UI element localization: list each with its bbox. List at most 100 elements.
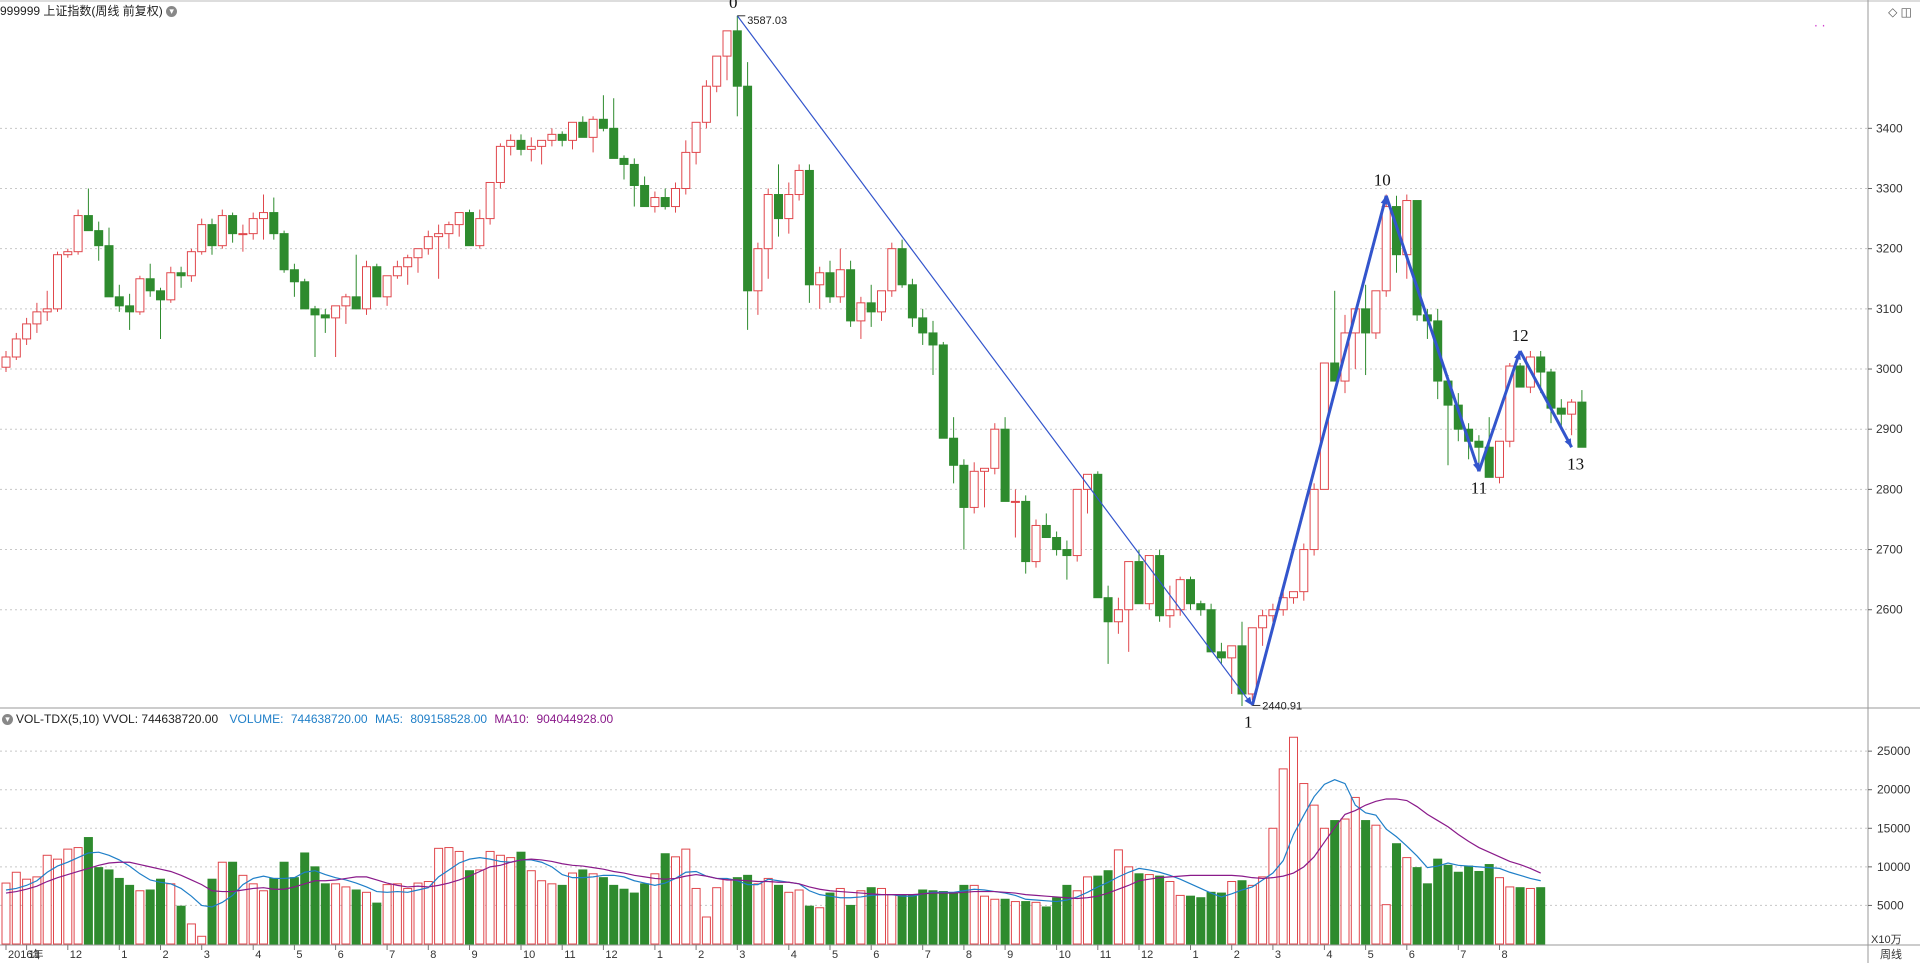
candle-body — [650, 197, 660, 208]
volume-bar — [310, 866, 320, 945]
candle-body — [176, 272, 186, 277]
candle-body — [835, 269, 845, 298]
candle-body — [846, 269, 856, 322]
candle — [949, 417, 959, 484]
candle-body — [248, 218, 258, 235]
candle — [877, 290, 886, 321]
volume-bar — [22, 878, 32, 945]
candle-body — [794, 169, 804, 196]
candle — [866, 284, 876, 327]
candle — [1, 350, 11, 373]
candle-body — [1093, 473, 1103, 599]
candles — [1, 15, 1587, 706]
volume-bar — [835, 887, 845, 945]
volume-bar — [506, 857, 516, 945]
candle-body — [526, 145, 536, 150]
candle — [568, 121, 577, 150]
candle — [331, 305, 341, 357]
candle-body — [207, 224, 217, 247]
candle — [691, 121, 701, 165]
volume-unit-label: X10万 — [1871, 934, 1902, 946]
candle-body — [1041, 524, 1051, 539]
y-tick-label: 2700 — [1876, 543, 1903, 557]
candle-body — [454, 212, 464, 226]
candle — [423, 230, 433, 255]
candle — [1289, 591, 1298, 604]
x-tick-label: 1 — [657, 949, 663, 961]
candle-body — [73, 215, 83, 253]
volume-bar — [1258, 876, 1268, 945]
chevron-down-icon[interactable]: ▾ — [166, 6, 178, 18]
candle-body — [959, 464, 969, 508]
vvol-value: 744638720.00 — [141, 712, 219, 726]
x-tick-label: 5 — [1368, 949, 1374, 961]
candle — [763, 188, 773, 279]
candle-body — [1031, 524, 1041, 563]
candle — [619, 155, 629, 180]
candle-body — [1144, 555, 1154, 605]
candle-body — [1258, 615, 1268, 629]
candle — [640, 176, 650, 208]
candle — [928, 320, 938, 376]
candle — [434, 224, 444, 279]
candle-body — [63, 251, 73, 256]
volume-title: ▾ VOL-TDX(5,10) VVOL: 744638720.00 VOLUME… — [2, 711, 613, 727]
candle — [1113, 597, 1123, 634]
volume-bar — [94, 867, 104, 945]
candle-body — [537, 139, 547, 147]
volume-bars — [1, 736, 1546, 945]
candle — [753, 242, 763, 315]
window-icon[interactable]: ◫ — [1900, 5, 1912, 19]
candle — [1021, 495, 1031, 574]
candle — [382, 275, 392, 306]
candle — [1258, 609, 1268, 646]
volume-bar — [207, 878, 217, 945]
candle — [238, 224, 248, 252]
candle-body — [887, 248, 897, 292]
volume-bar — [454, 850, 464, 945]
chevron-down-icon[interactable]: ▾ — [2, 714, 13, 726]
wave-arrowhead — [1564, 438, 1572, 448]
price-annotation: 2440.91 — [1262, 700, 1302, 712]
candle-body — [763, 194, 773, 250]
candle-body — [423, 236, 433, 250]
volume-bar — [1021, 901, 1031, 945]
x-tick-label: 11 — [29, 949, 40, 961]
candle — [1124, 561, 1134, 652]
volume-bar — [331, 883, 341, 945]
candle-body — [568, 121, 577, 141]
candle-body — [495, 145, 505, 183]
volume-bar — [712, 887, 722, 945]
volume-bar — [42, 854, 52, 945]
corner-icons: ◇ ◫ — [1888, 5, 1912, 19]
candle — [1371, 290, 1381, 339]
volume-bar — [1350, 796, 1360, 945]
candle-body — [877, 290, 886, 313]
wave-label: 12 — [1512, 326, 1529, 345]
volume-bar — [1083, 876, 1092, 945]
volume-bar — [1464, 865, 1474, 945]
volume-bar — [1, 882, 11, 945]
volume-bar — [320, 883, 330, 945]
candle-body — [320, 314, 330, 319]
candle — [804, 164, 814, 303]
candle — [63, 248, 73, 258]
candle-body — [1227, 645, 1237, 659]
volume-bar — [423, 881, 433, 945]
candle — [485, 181, 495, 225]
volume-bar — [1515, 887, 1525, 945]
candle — [609, 98, 619, 159]
candle — [1453, 393, 1463, 442]
volume-indicator-name: VOL-TDX(5,10) — [16, 712, 100, 726]
candle-body — [94, 230, 104, 247]
wave-label: 0 — [729, 0, 738, 12]
candle-body — [156, 290, 165, 301]
candle-body — [1484, 446, 1494, 478]
candle — [1155, 549, 1165, 622]
candle — [918, 308, 928, 345]
candle — [310, 305, 320, 357]
x-tick-label: 3 — [204, 949, 210, 961]
volume-bar — [722, 878, 732, 945]
diamond-icon[interactable]: ◇ — [1888, 5, 1898, 19]
